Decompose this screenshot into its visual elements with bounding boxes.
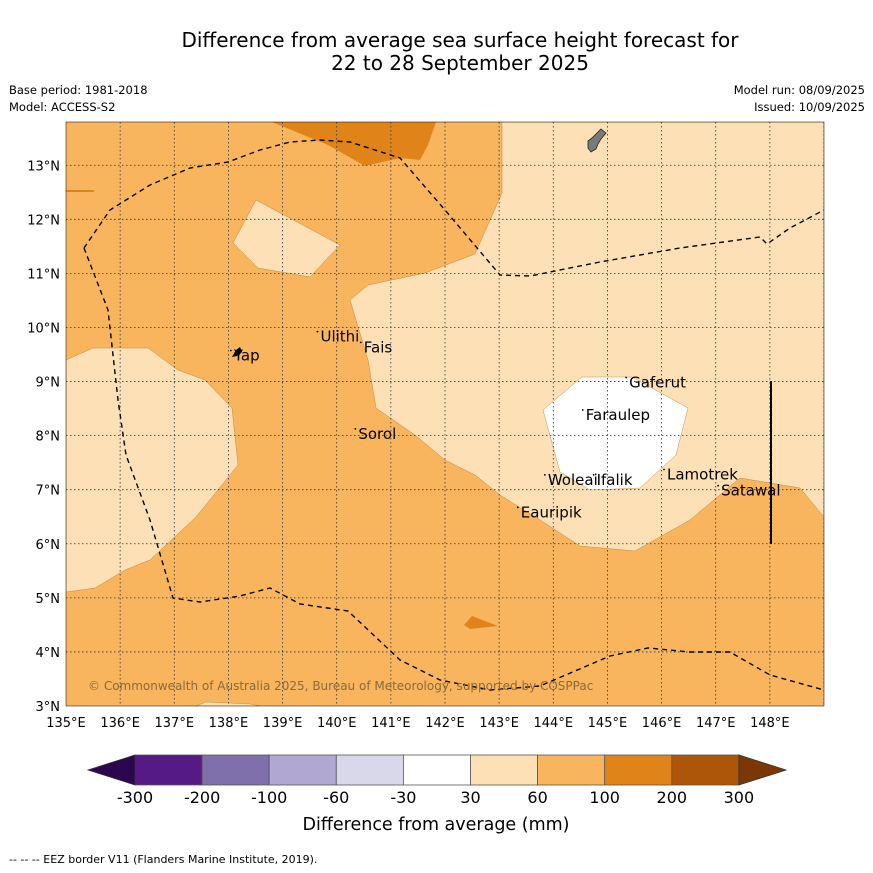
place-marker [625, 376, 627, 379]
colorbar-swatch [604, 754, 673, 786]
colorbar-tick-label: 30 [460, 788, 480, 807]
copyright-text: © Commonwealth of Australia 2025, Bureau… [88, 679, 593, 693]
colorbar-swatch [671, 754, 740, 786]
lat-tick-label: 10°N [27, 321, 60, 336]
place-label: Satawal [721, 482, 780, 500]
place-label: Ulithi [320, 328, 359, 346]
lon-tick-label: 136°E [100, 716, 140, 731]
colorbar-tick-label: 100 [589, 788, 620, 807]
anomaly-100-200-strip [66, 190, 94, 192]
lat-tick-label: 11°N [27, 267, 60, 282]
latitude-ticks: 13°N 12°N 11°N 10°N 9°N 8°N 7°N 6°N 5°N 4°N 3°N [27, 159, 60, 715]
anomaly-neutral-region [542, 376, 689, 491]
place-label: Sorol [358, 425, 396, 443]
lon-tick-label: 139°E [263, 716, 303, 731]
eez-legend-note: -- -- -- EEZ border V11 (Flanders Marine… [9, 853, 318, 866]
lon-tick-label: 144°E [534, 716, 574, 731]
anomaly-30-60-region-south [195, 701, 261, 706]
lat-tick-label: 5°N [36, 592, 61, 607]
place-labels: Yap Ulithi Fais Sorol Gaferut Faraulep WoleaiI… [229, 328, 781, 521]
place-label: Gaferut [629, 374, 686, 392]
colorbar-tick-label: 60 [527, 788, 547, 807]
lat-tick-label: 6°N [36, 538, 61, 553]
colorbar-swatch [537, 754, 606, 786]
anomaly-30-60-region-east [349, 122, 824, 552]
base-period: Base period: 1981-2018 [9, 83, 148, 97]
map-frame [65, 121, 825, 707]
place-label: Faraulep [586, 406, 650, 424]
lon-tick-label: 148°E [750, 716, 790, 731]
eez-border [83, 139, 824, 277]
model-run: Model run: 08/09/2025 [733, 83, 865, 97]
place-label: Yap [233, 347, 260, 365]
lon-tick-label: 146°E [642, 716, 682, 731]
colorbar-tick-label: -300 [117, 788, 153, 807]
colorbar-swatch [402, 754, 471, 786]
issued-date: Issued: 10/09/2025 [754, 100, 865, 114]
place-marker [717, 484, 720, 487]
eez-border [83, 247, 824, 691]
colorbar: -300 -200 -100 -60 -30 30 60 100 200 300 [86, 754, 788, 807]
colorbar-low-extend [86, 754, 136, 786]
place-marker [516, 506, 519, 509]
lat-tick-label: 13°N [27, 159, 60, 174]
title-line-1: Difference from average sea surface heig… [181, 28, 739, 52]
place-label: Eauripik [521, 503, 582, 521]
lat-tick-label: 9°N [36, 376, 61, 391]
colorbar-high-extend [738, 754, 788, 786]
colorbar-tick-label: -30 [390, 788, 416, 807]
anomaly-30-60-region-north [232, 199, 341, 278]
colorbar-tick-label: -60 [323, 788, 349, 807]
colorbar-swatch [470, 754, 538, 786]
lon-tick-label: 135°E [46, 716, 86, 731]
lat-tick-label: 3°N [36, 700, 61, 715]
place-marker [543, 473, 546, 476]
lon-tick-label: 140°E [317, 716, 357, 731]
place-marker [354, 428, 357, 430]
lat-tick-label: 8°N [36, 430, 61, 445]
colorbar-tick-label: -100 [251, 788, 287, 807]
place-marker [229, 349, 232, 352]
lon-tick-label: 138°E [209, 716, 249, 731]
colorbar-swatch [134, 754, 203, 786]
lon-tick-label: 145°E [588, 716, 628, 731]
lon-tick-label: 141°E [371, 716, 411, 731]
place-label: Fais [364, 338, 393, 356]
place-marker [316, 330, 319, 333]
colorbar-swatch [268, 754, 337, 786]
longitude-ticks: 135°E 136°E 137°E 138°E 139°E 140°E 141°E 142°E… [46, 716, 789, 731]
lat-tick-label: 12°N [27, 213, 60, 228]
lat-tick-label: 7°N [36, 484, 61, 499]
lat-tick-label: 4°N [36, 646, 61, 661]
yap-island-icon [232, 347, 242, 357]
lon-tick-label: 143°E [479, 716, 519, 731]
anomaly-30-60-region-west [66, 347, 239, 593]
anomaly-100-200-region-north [272, 122, 436, 166]
place-marker [592, 473, 595, 476]
colorbar-tick-label: 300 [724, 788, 755, 807]
colorbar-swatch [201, 754, 270, 786]
place-label: Lamotrek [667, 465, 738, 483]
anomaly-100-200-region-south [464, 616, 498, 629]
gridlines [66, 122, 824, 706]
lon-tick-label: 137°E [155, 716, 195, 731]
place-marker [581, 409, 584, 411]
place-marker [663, 468, 665, 471]
title-line-2: 22 to 28 September 2025 [331, 51, 589, 75]
guam-island-icon [587, 128, 607, 153]
place-label: Woleai [548, 471, 598, 489]
place-label: Ifalik [597, 471, 633, 489]
colorbar-swatch [335, 754, 404, 786]
colorbar-title: Difference from average (mm) [302, 815, 569, 835]
colorbar-tick-label: 200 [657, 788, 688, 807]
place-marker [359, 341, 362, 344]
lon-tick-label: 142°E [425, 716, 465, 731]
model-name: Model: ACCESS-S2 [9, 100, 116, 114]
colorbar-tick-label: -200 [184, 788, 220, 807]
lon-tick-label: 147°E [696, 716, 736, 731]
map-area [66, 122, 824, 706]
